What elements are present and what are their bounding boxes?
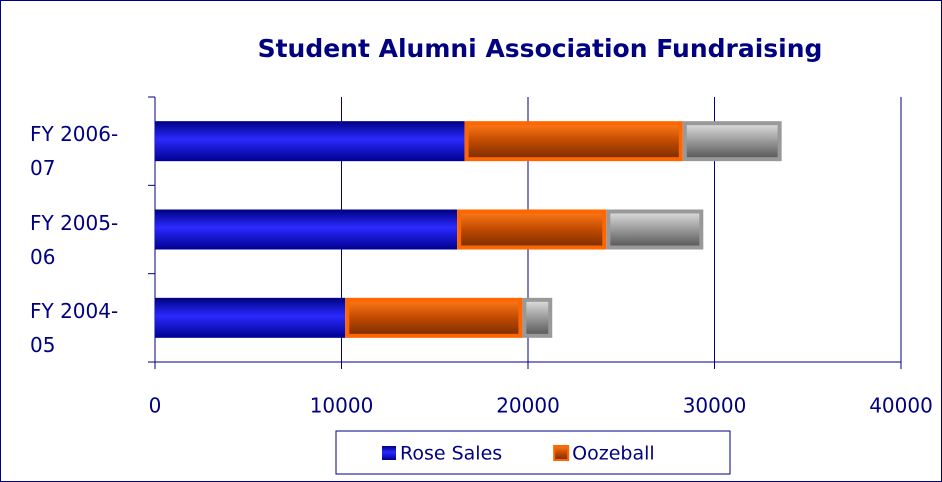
bar [606,209,704,250]
legend-label: Rose Sales [400,443,502,465]
bar [155,297,346,338]
x-tick-label: 20000 [496,394,560,418]
legend-label: Oozeball [572,443,655,465]
y-tick-label: FY 2005-06 [30,210,119,269]
x-tick-label: 30000 [683,394,747,418]
legend [335,430,731,475]
bar [155,121,465,162]
bar [464,121,683,162]
x-tick-label: 0 [149,394,162,418]
bar [155,209,458,250]
bar [345,297,523,338]
y-tick-label: FY 2004-05 [30,298,119,357]
bar [522,297,553,338]
x-tick-label: 10000 [310,394,374,418]
y-tick-label: FY 2006-07 [30,122,119,181]
bar [457,209,607,250]
legend-swatch [553,445,570,461]
x-tick-label: 40000 [869,394,933,418]
bar [682,121,782,162]
chart-title: Student Alumni Association Fundraising [258,34,823,63]
legend-swatch [382,446,396,460]
